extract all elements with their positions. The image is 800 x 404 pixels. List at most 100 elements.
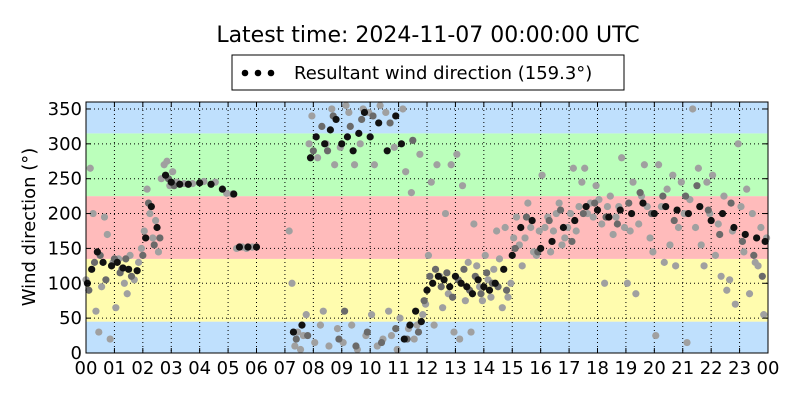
data-point — [566, 209, 575, 218]
data-point — [150, 241, 158, 249]
data-point — [122, 255, 130, 263]
data-point — [437, 283, 445, 291]
legend-box — [231, 54, 625, 91]
data-point — [660, 258, 668, 266]
data-point — [591, 199, 599, 207]
data-point — [434, 272, 442, 280]
data-point — [460, 265, 468, 273]
data-point — [400, 335, 408, 343]
direction-bands — [86, 102, 768, 353]
data-point — [184, 180, 192, 188]
data-point — [90, 258, 99, 266]
data-point — [672, 262, 680, 270]
data-point — [711, 251, 720, 259]
x-tick-label: 00 — [757, 358, 780, 379]
data-point — [468, 290, 477, 298]
y-tick-label: 200 — [48, 204, 82, 225]
data-point — [541, 223, 549, 232]
data-point — [153, 223, 161, 232]
data-point — [512, 213, 521, 221]
data-point — [305, 140, 313, 148]
data-point — [448, 293, 457, 301]
data-point — [430, 321, 438, 329]
data-point — [606, 192, 614, 200]
data-point — [616, 206, 624, 214]
data-point — [218, 185, 226, 193]
data-point — [457, 279, 465, 287]
data-point — [625, 199, 633, 207]
data-point — [288, 279, 296, 287]
data-point — [86, 164, 94, 172]
data-point — [235, 243, 244, 251]
data-point — [628, 209, 636, 218]
data-point — [558, 241, 566, 249]
data-point — [700, 262, 708, 270]
data-point — [753, 234, 761, 242]
data-point — [407, 189, 415, 197]
y-tick-label: 100 — [48, 273, 82, 294]
data-point — [669, 171, 677, 179]
data-point — [85, 286, 93, 294]
data-point — [556, 206, 565, 214]
data-point — [360, 108, 369, 117]
data-point — [376, 101, 384, 110]
data-point — [456, 335, 464, 343]
data-point — [477, 290, 485, 298]
data-point — [681, 192, 690, 200]
data-point — [439, 304, 447, 312]
data-point — [524, 199, 532, 207]
data-point — [518, 262, 526, 270]
data-point — [500, 265, 508, 273]
axes: 00 01 02 03 04 05 06 07 08 09 10 11 12 13 14 15 16 17 18 19… — [48, 99, 780, 379]
data-point — [147, 202, 155, 211]
data-point — [304, 331, 312, 340]
data-point — [720, 192, 728, 200]
data-point — [367, 311, 376, 319]
x-tick-label: 18 — [586, 358, 609, 379]
data-point — [662, 202, 670, 211]
x-tick-label: 10 — [359, 358, 382, 379]
data-point — [352, 342, 360, 350]
data-point — [446, 283, 454, 291]
data-point — [346, 122, 354, 131]
data-point — [134, 258, 143, 266]
data-point — [696, 202, 704, 211]
data-point — [470, 220, 478, 228]
data-point — [618, 154, 626, 162]
data-point — [125, 265, 133, 273]
data-point — [707, 216, 715, 225]
data-point — [714, 220, 722, 228]
data-point — [652, 331, 660, 340]
x-tick-label: 20 — [643, 358, 666, 379]
data-point — [291, 342, 299, 350]
x-tick-label: 15 — [501, 358, 524, 379]
data-point — [326, 126, 334, 134]
data-point — [761, 237, 769, 246]
data-point — [298, 321, 306, 329]
data-point — [331, 161, 339, 169]
data-point — [639, 199, 647, 207]
data-point — [495, 255, 504, 263]
data-point — [382, 108, 390, 117]
x-tick-label: 07 — [273, 358, 296, 379]
data-point — [149, 234, 157, 242]
data-point — [143, 185, 151, 193]
data-point — [498, 304, 506, 312]
y-tick-label: 300 — [48, 134, 82, 155]
data-point — [535, 227, 543, 235]
x-tick-label: 13 — [444, 358, 467, 379]
data-point — [348, 321, 356, 329]
data-point — [230, 190, 238, 198]
data-point — [463, 283, 471, 291]
data-point — [703, 178, 711, 186]
data-point — [717, 272, 725, 280]
data-point — [748, 209, 756, 218]
x-tick-label: 14 — [472, 358, 495, 379]
data-point — [650, 209, 658, 218]
y-tick-label: 150 — [48, 238, 82, 259]
data-point — [99, 258, 107, 266]
data-point — [333, 324, 342, 333]
legend-marker-dot — [267, 69, 275, 77]
data-point — [342, 101, 350, 110]
